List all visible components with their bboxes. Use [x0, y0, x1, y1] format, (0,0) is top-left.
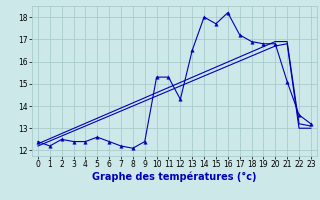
X-axis label: Graphe des températures (°c): Graphe des températures (°c): [92, 172, 257, 182]
